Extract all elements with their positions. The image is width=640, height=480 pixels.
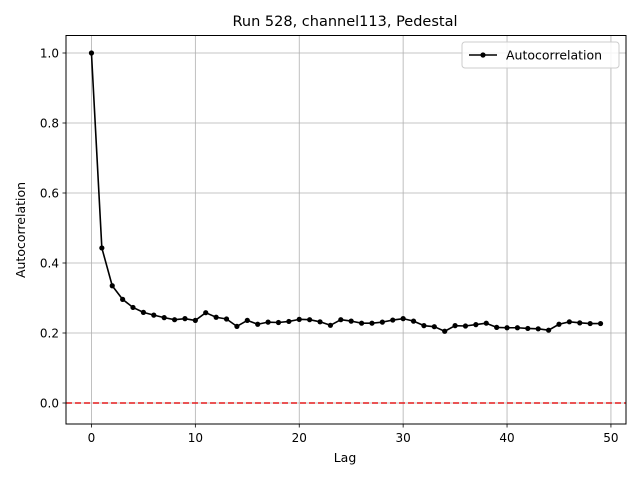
data-point [265,319,271,325]
plot-frame [65,35,627,425]
data-point [400,316,406,322]
data-point [535,326,541,332]
data-point [286,318,292,325]
y-tick-label: 0.0 [40,396,59,410]
data-point [275,319,282,326]
data-point [442,328,448,334]
data-point [140,309,147,315]
data-point [203,310,209,316]
x-tick-label: 50 [603,431,618,445]
data-point [473,322,479,328]
x-tick-label: 10 [188,431,203,445]
data-point [130,304,136,311]
data-point [410,318,417,324]
y-tick-label: 0.2 [40,326,59,340]
data-point [462,323,469,329]
grid [66,35,626,424]
data-point [597,320,604,327]
data-point [390,317,396,323]
data-point [192,317,198,323]
data-point [421,323,427,329]
legend-label: Autocorrelation [506,48,602,63]
data-point [483,320,489,326]
chart-title: Run 528, channel113, Pedestal [232,14,457,30]
data-point [545,327,552,333]
data-point [587,320,593,327]
data-point [369,320,375,326]
data-point [556,321,562,327]
y-axis-ticks: 0.0 0.2 0.4 0.6 0.8 1.0 [40,46,66,410]
data-point [223,316,230,322]
data-point [514,325,521,331]
y-tick-label: 1.0 [40,46,59,60]
x-axis-label: Lag [334,450,357,465]
data-point [244,317,250,323]
data-point [452,323,458,329]
y-tick-label: 0.4 [40,256,59,270]
data-point [171,317,178,323]
data-point [338,317,344,323]
data-point [88,50,95,56]
data-point [317,319,323,325]
data-point [161,315,167,321]
data-point [296,316,302,322]
x-axis-ticks: 0 10 20 30 40 50 [88,424,619,445]
data-point [307,317,313,323]
legend-marker-sample [480,52,486,58]
legend-box [461,41,620,69]
y-axis-label: Autocorrelation [13,182,28,278]
data-point [213,314,219,320]
data-point [255,321,261,327]
data-point [494,324,500,330]
series-line [90,52,601,333]
data-point [182,316,188,322]
y-tick-label: 0.6 [40,186,59,200]
data-point [120,296,126,302]
data-point [577,320,583,326]
x-tick-label: 30 [396,431,411,445]
series-layer [88,50,604,334]
data-point [525,325,531,332]
x-tick-label: 20 [292,431,307,445]
data-point [109,283,115,289]
data-point [431,324,437,330]
data-point [379,319,385,325]
data-point [566,319,572,325]
data-point [99,245,105,251]
data-point [358,320,365,326]
data-point [234,323,240,329]
x-tick-label: 0 [88,431,96,445]
legend: Autocorrelation [461,41,620,69]
x-tick-label: 40 [499,431,514,445]
data-point [348,318,354,324]
data-point [504,325,510,331]
data-point [151,312,157,318]
data-point [327,322,334,328]
y-tick-label: 0.8 [40,116,59,130]
